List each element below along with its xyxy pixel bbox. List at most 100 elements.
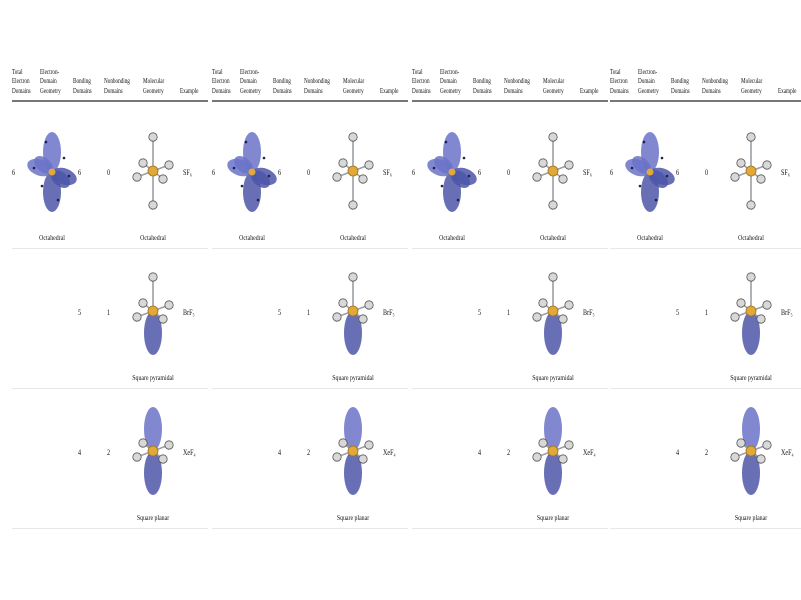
terminal-atom [138,158,148,168]
terminal-atom [548,200,558,210]
molecular-geometry-label: Square planar [336,513,370,522]
electron-domain-lobe [50,170,70,188]
terminal-atom [564,300,574,310]
lone-pair-dots [444,140,448,144]
terminal-atom [736,158,746,168]
cell-example: SF₆ [583,167,592,177]
cell-bonding: 6 [278,167,282,177]
molecular-geometry-figure [532,272,574,355]
cell-nonbonding: 0 [705,167,709,177]
molecular-geometry-figure [332,132,374,210]
row-divider [412,248,608,249]
terminal-atom [138,298,148,308]
molecular-geometry-cell [528,396,578,506]
header-molgeom: Molecular Geometry [543,77,565,95]
terminal-atom [132,452,142,462]
molecular-geometry-figure [730,272,772,355]
cell-bonding: 5 [676,307,680,317]
molecular-geometry-cell [328,116,378,226]
terminal-atom [736,298,746,308]
terminal-atom [348,132,358,142]
terminal-atom [158,314,168,324]
molecular-geometry-figure [132,272,174,355]
terminal-atom [762,160,772,170]
cell-example: SF₆ [183,167,192,177]
molecular-geometry-cell [726,396,776,506]
lone-pair-dots [244,140,248,144]
lone-pair-dots [240,184,244,188]
electron-domain-lobe [434,156,454,174]
row-divider [12,248,208,249]
electron-domain-lobe [344,451,362,495]
molecular-geometry-cell [328,396,378,506]
lone-pair-dots [67,174,71,178]
lone-pair-dots [638,184,642,188]
cell-bonding: 4 [278,447,282,457]
header-total: Total Electron Domains [412,67,431,95]
cell-bonding: 4 [676,447,680,457]
electron-domain-lobe [34,156,54,174]
electron-domain-lobe [544,451,562,495]
domain-geometry-cell [222,122,282,222]
electron-domain-lobe [450,170,470,188]
terminal-atom [164,300,174,310]
cell-bonding: 6 [676,167,680,177]
molecular-geometry-label: Octahedral [340,233,366,242]
header-bonding: Bonding Domains [73,77,92,95]
electron-domain-lobe [648,170,668,188]
molecular-geometry-cell [528,256,578,366]
molecular-geometry-figure [532,407,574,495]
terminal-atom [756,454,766,464]
row-divider [610,248,801,249]
molecular-geometry-cell [726,116,776,226]
header-bonding: Bonding Domains [273,77,292,95]
molecular-geometry-label: Octahedral [738,233,764,242]
terminal-atom [358,314,368,324]
terminal-atom [746,200,756,210]
domain-geometry-label: Octahedral [39,233,65,242]
terminal-atom [746,132,756,142]
molecular-geometry-label: Octahedral [140,233,166,242]
terminal-atom [762,300,772,310]
domain-geometry-label: Octahedral [239,233,265,242]
cell-nonbonding: 0 [507,167,511,177]
cell-total: 6 [12,167,16,177]
header-molgeom: Molecular Geometry [143,77,165,95]
terminal-atom [358,174,368,184]
electron-domain-lobe [742,451,760,495]
row-divider [212,248,408,249]
row-divider [12,388,208,389]
cell-bonding: 5 [478,307,482,317]
molecular-geometry-figure [332,272,374,355]
domain-geometry-figure [427,132,477,212]
central-atom [248,168,256,176]
lone-pair-dots [440,184,444,188]
lone-pair-dots [630,166,634,170]
central-atom [347,445,359,457]
cell-example: BrF₅ [183,307,195,317]
cell-bonding: 4 [478,447,482,457]
electron-domain-lobe [742,407,760,451]
molecular-geometry-cell [328,256,378,366]
table-strip: Total Electron Domains Electron- Domain G… [412,0,612,600]
header-edgeom: Electron- Domain Geometry [240,67,261,95]
lone-pair-dots [232,166,236,170]
molecular-geometry-label: Octahedral [540,233,566,242]
electron-domain-lobe [544,407,562,451]
cell-example: XeF₄ [583,447,596,457]
cell-nonbonding: 2 [107,447,111,457]
lone-pair-dots [62,156,66,160]
lone-pair-dots [642,140,646,144]
header-total: Total Electron Domains [610,67,629,95]
lone-pair-dots [44,140,48,144]
electron-domain-lobe [344,407,362,451]
electron-domain-lobe [742,311,760,355]
cell-nonbonding: 1 [705,307,709,317]
lone-pair-dots [462,156,466,160]
molecular-geometry-cell [128,256,178,366]
molecular-geometry-figure [730,407,772,495]
central-atom [347,305,359,317]
terminal-atom [332,312,342,322]
terminal-atom [364,300,374,310]
terminal-atom [164,440,174,450]
